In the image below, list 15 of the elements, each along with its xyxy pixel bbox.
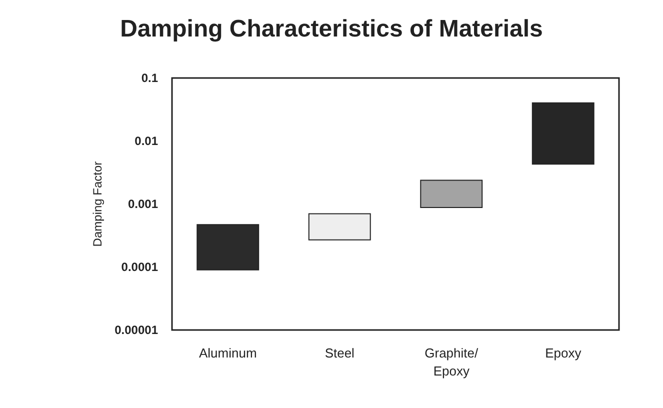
bar xyxy=(420,180,483,208)
bar xyxy=(532,102,594,165)
y-axis-title: Damping Factor xyxy=(90,161,105,247)
y-tick-label: 0.00001 xyxy=(114,323,158,337)
bar xyxy=(308,213,371,240)
y-tick-label: 0.001 xyxy=(128,197,158,211)
x-tick-label: Graphite/ Epoxy xyxy=(424,346,478,378)
bar xyxy=(196,224,260,270)
y-tick-label: 0.1 xyxy=(141,71,158,85)
x-tick-label: Aluminum xyxy=(198,346,257,360)
chart-title: Damping Characteristics of Materials xyxy=(120,16,543,42)
y-tick-label: 0.0001 xyxy=(121,260,158,274)
x-tick-label: Steel xyxy=(324,346,355,360)
y-tick-label: 0.01 xyxy=(134,134,158,148)
x-tick-label: Epoxy xyxy=(545,346,582,360)
